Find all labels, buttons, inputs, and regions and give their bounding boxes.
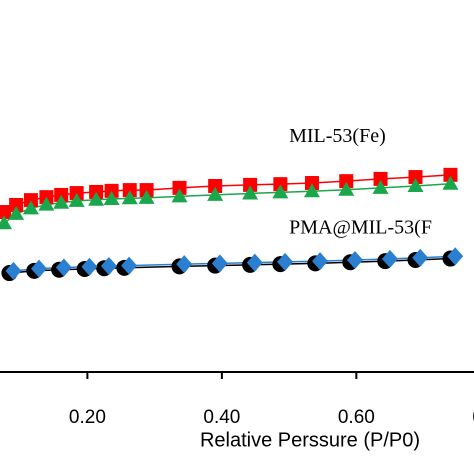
data-point bbox=[447, 247, 464, 266]
data-point bbox=[407, 178, 424, 192]
data-point bbox=[138, 189, 155, 204]
data-point bbox=[412, 248, 429, 267]
data-point bbox=[312, 252, 329, 271]
x-tick-label: 0.60 bbox=[338, 407, 375, 428]
data-point bbox=[207, 186, 224, 201]
data-point bbox=[211, 254, 228, 273]
data-point bbox=[172, 180, 187, 195]
data-point bbox=[81, 257, 98, 276]
data-point bbox=[30, 259, 47, 278]
data-point bbox=[303, 183, 320, 198]
data-point bbox=[443, 167, 458, 182]
data-point bbox=[103, 191, 120, 206]
data-point bbox=[176, 255, 193, 274]
data-point bbox=[121, 256, 138, 275]
x-axis-label: Relative Perssure (P/P0) bbox=[200, 429, 420, 451]
data-point bbox=[68, 192, 85, 207]
data-point bbox=[9, 197, 24, 212]
data-point bbox=[243, 177, 258, 192]
data-point bbox=[373, 171, 388, 186]
x-tick-label: 0.20 bbox=[69, 407, 106, 428]
data-point bbox=[121, 190, 138, 205]
data-point bbox=[8, 205, 25, 220]
data-point bbox=[122, 183, 137, 198]
data-point bbox=[408, 170, 423, 185]
data-point bbox=[38, 196, 55, 211]
data-point bbox=[171, 188, 188, 203]
data-point bbox=[53, 194, 70, 209]
data-point bbox=[304, 176, 319, 191]
data-point bbox=[5, 261, 22, 280]
data-point bbox=[339, 174, 354, 189]
data-point bbox=[273, 177, 288, 192]
data-point bbox=[346, 251, 363, 270]
data-point bbox=[104, 183, 119, 198]
x-tick-label: 0.40 bbox=[203, 407, 240, 428]
data-point bbox=[338, 181, 355, 196]
data-point bbox=[208, 179, 223, 193]
data-point bbox=[272, 184, 289, 199]
annotation: MIL-53(Fe) bbox=[289, 125, 386, 147]
data-point bbox=[23, 193, 38, 208]
x-tick-label: 0.80 bbox=[472, 407, 474, 428]
data-point bbox=[0, 215, 13, 230]
data-point bbox=[0, 205, 12, 220]
data-point bbox=[277, 252, 294, 271]
data-point bbox=[55, 258, 72, 277]
data-point bbox=[246, 253, 263, 272]
data-point bbox=[100, 256, 117, 275]
data-point bbox=[372, 179, 389, 194]
data-point bbox=[22, 200, 39, 215]
data-point bbox=[88, 191, 105, 206]
data-point bbox=[381, 249, 398, 268]
data-point bbox=[242, 185, 259, 200]
data-point bbox=[442, 175, 459, 190]
annotation: PMA@MIL-53(F bbox=[289, 216, 432, 238]
